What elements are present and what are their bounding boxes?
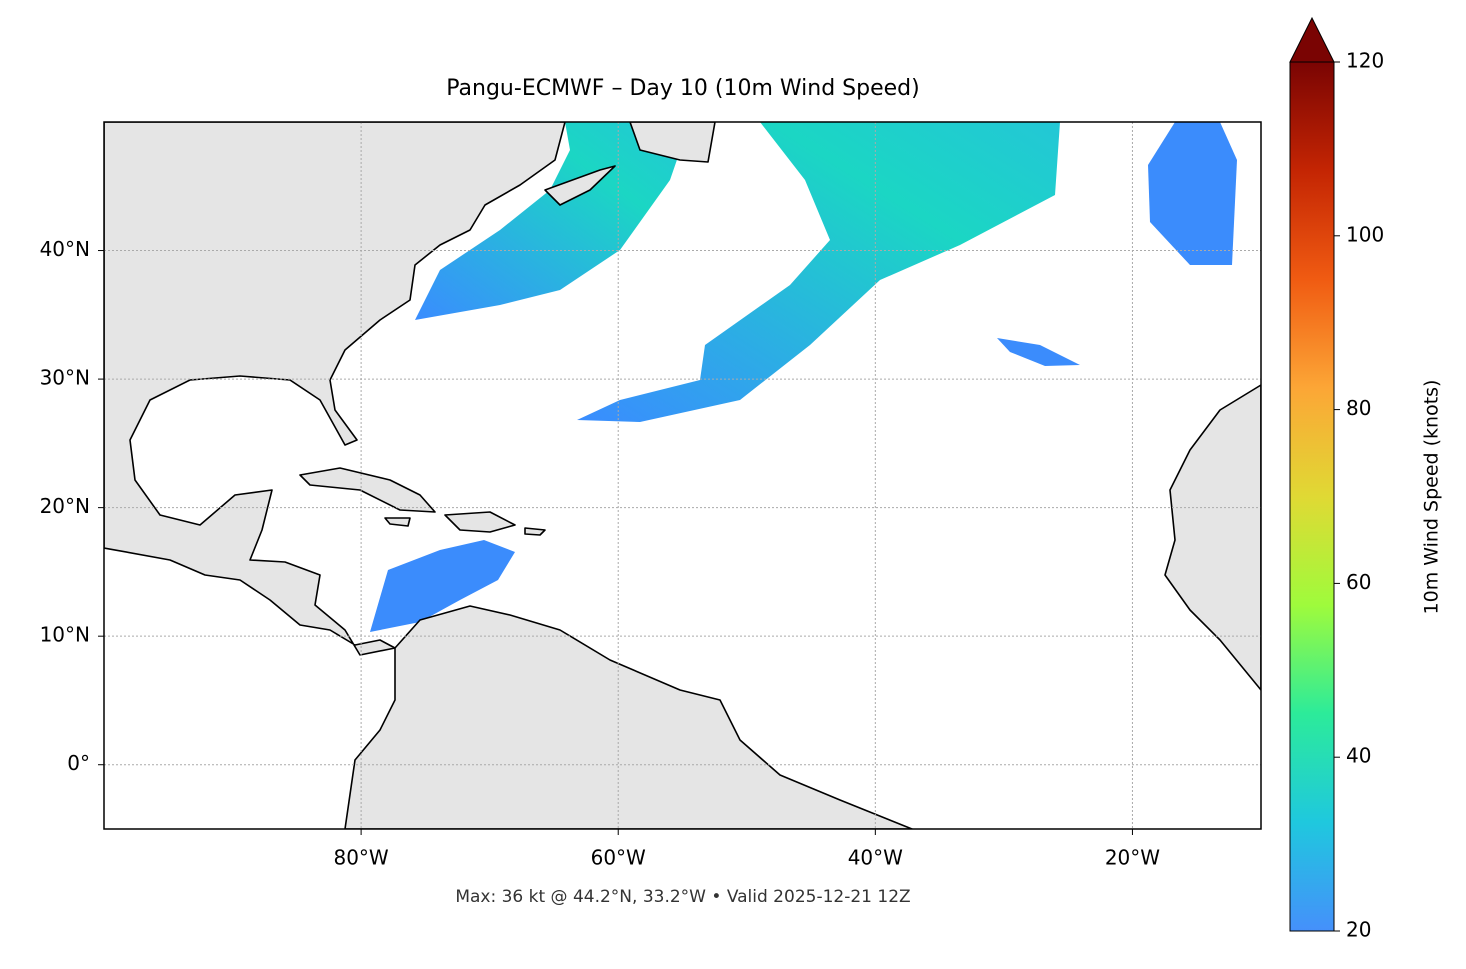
colorbar-tick-label: 100	[1346, 222, 1384, 246]
x-tick-label: 20°W	[1105, 846, 1160, 870]
cuba	[299, 467, 436, 513]
y-tick-label: 30°N	[40, 366, 90, 390]
y-tick-label: 20°N	[40, 494, 90, 518]
colorbar-extend	[1289, 16, 1335, 63]
land	[104, 122, 1261, 829]
x-tick-label: 60°W	[591, 846, 646, 870]
colorbar-scale	[1290, 62, 1334, 931]
colorbar-tick-label: 80	[1346, 396, 1371, 420]
nova-scotia	[544, 165, 616, 206]
wind-swath	[997, 338, 1080, 366]
colorbar-label: 10m Wind Speed (knots)	[1421, 380, 1443, 615]
footnote: Max: 36 kt @ 44.2°N, 33.2°W • Valid 2025…	[455, 887, 910, 907]
map-title: Pangu-ECMWF – Day 10 (10m Wind Speed)	[446, 76, 919, 101]
wind-swath	[1148, 122, 1237, 265]
y-tick-label: 0°	[67, 751, 90, 775]
colorbar-tick-label: 120	[1346, 49, 1384, 73]
wind-field	[220, 122, 1237, 632]
wind-swath	[577, 122, 1060, 422]
x-tick-label: 80°W	[333, 846, 388, 870]
puerto-rico	[524, 527, 546, 536]
africa	[1164, 384, 1261, 691]
colorbar: 20 40 60 80 100 120	[1289, 16, 1384, 942]
y-tick-label: 10°N	[40, 623, 90, 647]
wind-swath	[370, 540, 515, 632]
y-tick-label: 40°N	[40, 237, 90, 261]
jamaica	[384, 517, 411, 527]
north-america	[104, 122, 566, 656]
hispaniola	[444, 511, 516, 533]
south-america	[344, 605, 913, 829]
wind-swath	[415, 122, 690, 320]
colorbar-tick-label: 40	[1346, 744, 1371, 768]
map-area	[104, 122, 1261, 829]
newfoundland	[629, 122, 716, 163]
colorbar-frame	[1289, 61, 1335, 932]
map-frame	[103, 121, 1262, 830]
colorbar-tick-label: 20	[1346, 918, 1371, 942]
colorbar-tick-label: 60	[1346, 570, 1371, 594]
x-tick-label: 40°W	[848, 846, 903, 870]
grid	[104, 122, 1261, 829]
